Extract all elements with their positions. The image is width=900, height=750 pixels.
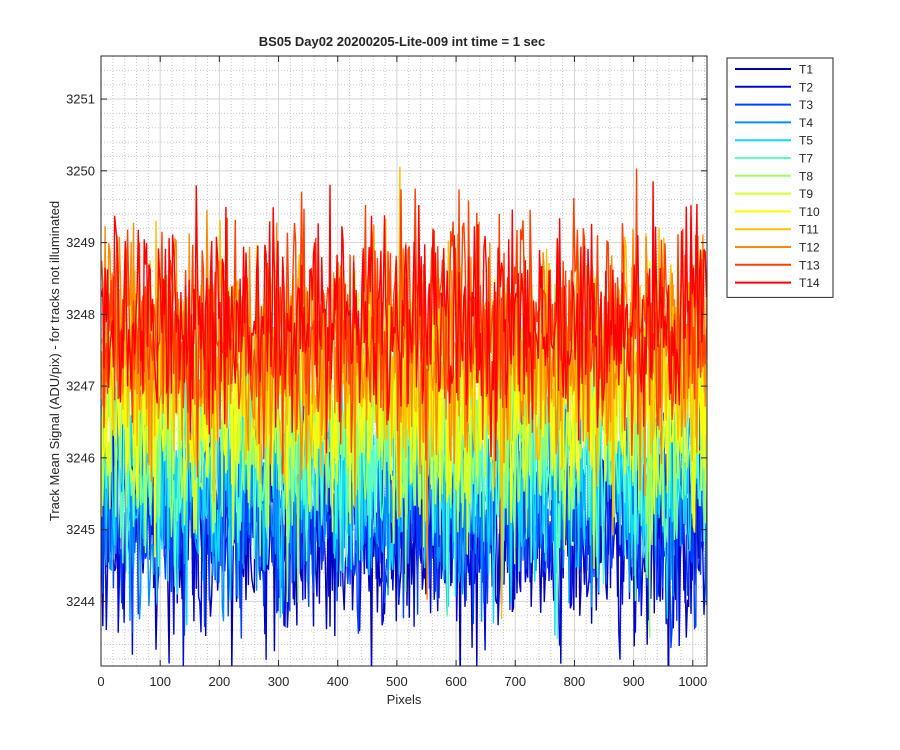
- legend-label: T11: [799, 223, 819, 237]
- legend-box: [726, 57, 834, 298]
- y-tick-label: 3250: [66, 163, 95, 178]
- legend-label: T2: [799, 80, 813, 94]
- x-tick-label: 900: [623, 674, 645, 689]
- x-tick-label: 500: [386, 674, 408, 689]
- y-tick-label: 3248: [66, 307, 95, 322]
- x-tick-label: 600: [445, 674, 467, 689]
- y-tick-label: 3247: [66, 379, 95, 394]
- legend-label: T5: [799, 134, 813, 148]
- legend: T1 T2 T3 T4 T5 T7 T8 T9 T10 T11 T12 T13 T14: [726, 57, 834, 298]
- y-axis-label: Track Mean Signal (ADU/pix) - for tracks…: [47, 201, 62, 521]
- x-tick-label: 700: [504, 674, 526, 689]
- x-tick-label: 100: [149, 674, 171, 689]
- x-tick-label: 800: [564, 674, 586, 689]
- legend-label: T12: [799, 241, 820, 255]
- x-axis-label: Pixels: [387, 692, 422, 707]
- x-tick-label: 300: [268, 674, 290, 689]
- y-tick-label: 3249: [66, 235, 95, 250]
- legend-label: T3: [799, 98, 813, 112]
- y-tick-label: 3251: [66, 92, 95, 107]
- y-tick-label: 3245: [66, 522, 95, 537]
- x-tick-label: 1000: [678, 674, 707, 689]
- chart-title: BS05 Day02 20200205-Lite-009 int time = …: [259, 34, 546, 49]
- plot-area: [101, 166, 707, 666]
- legend-label: T10: [799, 205, 820, 219]
- series-line-t11: [101, 166, 707, 620]
- axes: 0 100 200 300 400 500 600 700 800 900 1000 3244 3245…: [66, 55, 708, 689]
- x-tick-label: 200: [209, 674, 231, 689]
- legend-label: T9: [799, 187, 813, 201]
- y-tick-label: 3246: [66, 450, 95, 465]
- legend-label: T14: [799, 276, 820, 290]
- legend-label: T4: [799, 116, 813, 130]
- legend-label: T7: [799, 152, 813, 166]
- series-line-t14: [101, 181, 707, 462]
- y-tick-label: 3244: [66, 594, 95, 609]
- x-tick-label: 400: [327, 674, 349, 689]
- plot-frame: [100, 55, 708, 667]
- legend-label: T13: [799, 258, 820, 272]
- legend-label: T1: [799, 63, 813, 77]
- legend-label: T8: [799, 169, 813, 183]
- x-tick-label: 0: [97, 674, 104, 689]
